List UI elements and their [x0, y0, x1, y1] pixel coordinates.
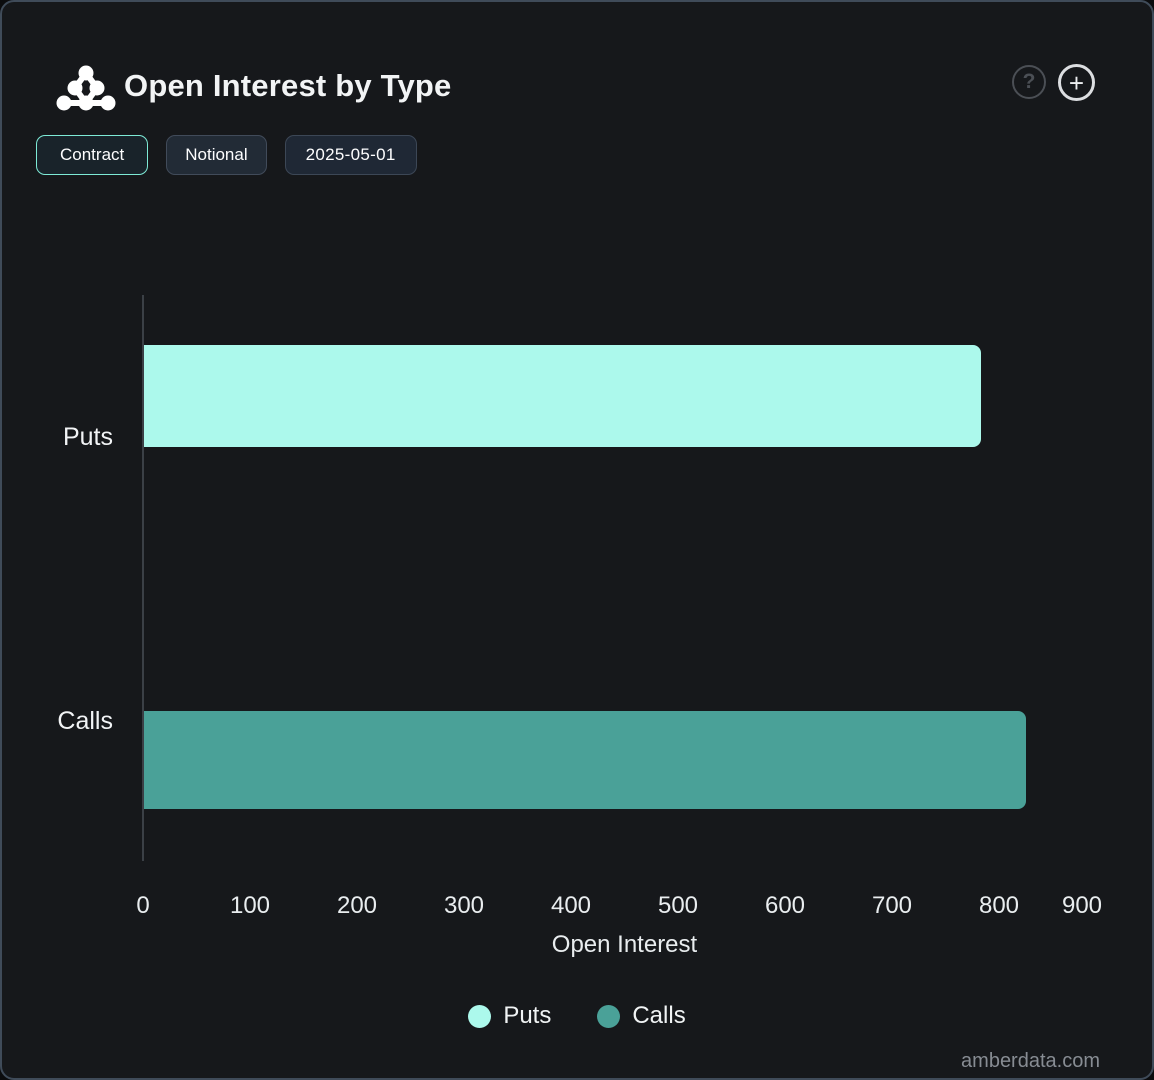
x-tick-label: 900	[1061, 892, 1103, 919]
x-tick-label: 800	[978, 892, 1020, 919]
x-tick-label: 0	[136, 892, 150, 919]
calls-bar[interactable]	[144, 711, 1026, 809]
notional-toggle-button[interactable]: Notional	[166, 135, 267, 175]
plus-glyph: +	[1068, 67, 1085, 98]
legend-label-calls: Calls	[632, 1002, 686, 1029]
x-tick-label: 200	[336, 892, 378, 919]
watermark: amberdata.com	[961, 1050, 1100, 1072]
calls-swatch-icon	[597, 1004, 621, 1028]
legend-label-puts: Puts	[503, 1002, 552, 1029]
x-tick-label: 500	[657, 892, 699, 919]
help-glyph: ?	[1022, 70, 1036, 93]
x-tick-label: 600	[764, 892, 806, 919]
x-tick-label: 400	[550, 892, 592, 919]
x-tick-label: 700	[871, 892, 913, 919]
x-tick-label: 300	[443, 892, 485, 919]
y-axis-line	[142, 295, 144, 861]
x-axis-ticks: 0 100 200 300 400 500 600 700 800 900	[136, 892, 1106, 922]
page-title: Open Interest by Type	[124, 68, 452, 103]
help-icon[interactable]: ?	[1012, 65, 1046, 99]
category-label-calls: Calls	[57, 707, 113, 735]
legend-item-calls[interactable]: Calls	[597, 1002, 686, 1030]
add-icon[interactable]: +	[1058, 64, 1095, 101]
date-picker-button[interactable]: 2025-05-01	[284, 135, 417, 175]
x-axis-title: Open Interest	[551, 931, 698, 958]
contract-toggle-button[interactable]: Contract	[36, 135, 149, 175]
puts-bar[interactable]	[144, 345, 981, 447]
toolbar: Contract Notional 2025-05-01	[36, 135, 417, 175]
puts-swatch-icon	[468, 1004, 492, 1028]
amberdata-logo-icon	[56, 65, 116, 111]
chart-legend: Puts Calls	[2, 1002, 1152, 1030]
category-label-puts: Puts	[62, 423, 113, 451]
legend-item-puts[interactable]: Puts	[468, 1002, 551, 1030]
x-tick-label: 100	[229, 892, 271, 919]
